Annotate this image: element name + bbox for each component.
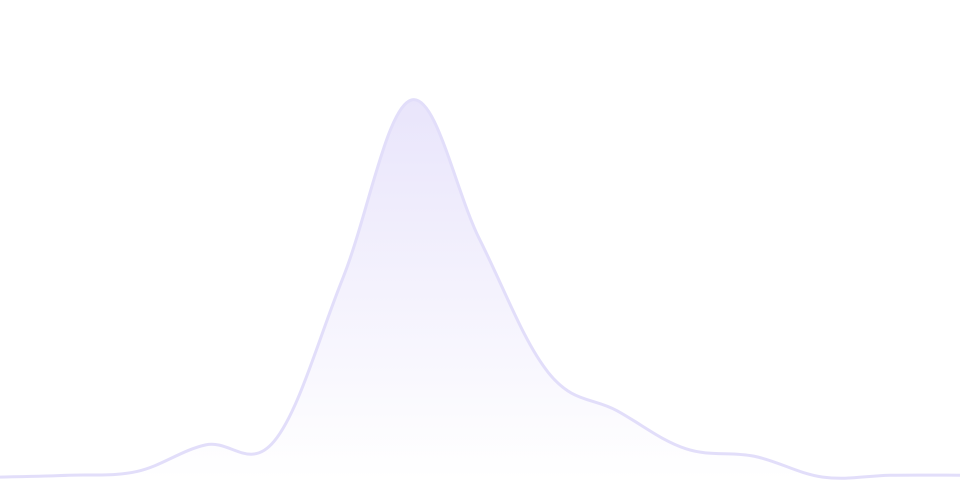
- area-fill: [0, 99, 960, 480]
- area-line: [0, 98, 960, 480]
